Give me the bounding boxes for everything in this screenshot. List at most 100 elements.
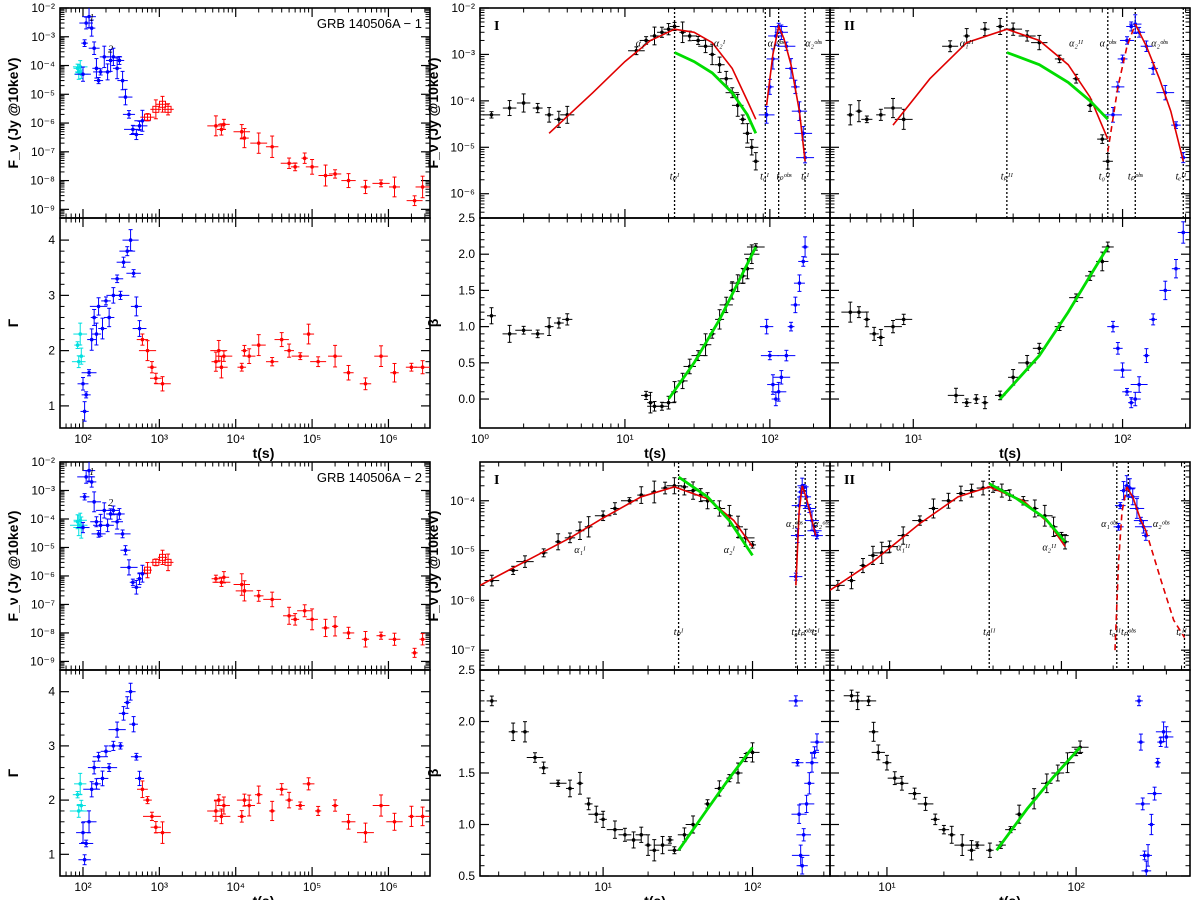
data-point [121, 711, 126, 716]
x-tick-label: 10² [74, 432, 91, 446]
annotation: t₀ᴵ [791, 627, 800, 638]
data-point [82, 41, 87, 45]
axes-frame [829, 217, 1191, 429]
data-point [798, 853, 803, 858]
data-point [87, 370, 91, 375]
data-point [797, 812, 801, 816]
data-point [682, 833, 687, 837]
x-axis-label: t(s) [999, 893, 1021, 900]
annotation: tₑᴵ [801, 172, 809, 183]
data-point [644, 38, 648, 43]
data-point [214, 124, 218, 128]
data-point [412, 651, 417, 655]
data-point [145, 348, 150, 353]
data-point [128, 238, 133, 242]
data-point [346, 178, 351, 183]
data-point [333, 803, 337, 808]
plot-panel-B2-1 [829, 217, 1191, 429]
data-point [160, 830, 165, 835]
plot-panel-A2 [59, 217, 431, 429]
x-tick-label: 10¹ [616, 432, 633, 446]
data-point [660, 404, 664, 409]
data-point [306, 782, 311, 786]
y-tick-label: 10⁻⁵ [30, 540, 55, 554]
data-point [222, 122, 226, 127]
data-point [75, 343, 80, 347]
data-point [102, 55, 107, 59]
data-point [660, 30, 664, 35]
annotation: α₁ᴵ [574, 545, 586, 556]
data-point [140, 337, 145, 342]
data-point [140, 787, 145, 792]
data-point [392, 819, 397, 824]
annotation: α₁ᴵᴵ [960, 38, 974, 49]
data-point [1144, 869, 1149, 873]
data-point [293, 165, 297, 169]
data-point [710, 52, 714, 57]
data-point [871, 730, 876, 734]
data-point [302, 156, 307, 160]
data-point [159, 553, 167, 561]
data-point [306, 332, 311, 336]
y-tick-label: 10⁻⁶ [450, 187, 475, 201]
data-point [793, 303, 798, 307]
data-point [666, 400, 671, 405]
annotation: tₚᵒᵇˢ [798, 627, 814, 638]
data-point [801, 259, 806, 264]
data-point [849, 578, 854, 583]
data-point [242, 348, 247, 353]
data-point [983, 27, 987, 31]
y-tick-label: 0.0 [458, 392, 475, 406]
data-point [115, 727, 119, 732]
x-tick-label: 10¹ [905, 432, 922, 446]
data-point [346, 631, 351, 635]
annotation: t₀ᴵᴵ [1099, 172, 1111, 183]
data-point [849, 693, 854, 698]
data-point [100, 326, 105, 331]
data-point [975, 843, 979, 847]
data-point [98, 70, 103, 74]
data-point [601, 817, 605, 822]
data-point [219, 814, 224, 819]
data-point [131, 580, 135, 585]
y-tick-label: 10⁻³ [31, 30, 55, 44]
data-point [164, 558, 172, 566]
data-point [293, 617, 297, 622]
y-axis-label: F_ν (Jy @10keV) [425, 511, 441, 622]
data-point [87, 819, 91, 824]
data-point [644, 393, 648, 398]
x-tick-label: 10¹ [594, 880, 611, 894]
data-point [810, 760, 814, 765]
data-point [111, 55, 116, 59]
data-point [310, 165, 314, 169]
data-point [134, 754, 139, 759]
data-point [1017, 812, 1021, 816]
data-point [639, 833, 644, 837]
y-tick-label: 10⁻⁴ [450, 94, 475, 108]
data-point [736, 771, 740, 775]
annotation: t₀ᴵᴵ [1109, 627, 1121, 638]
data-point [379, 633, 383, 638]
data-point [666, 27, 671, 31]
data-point [1161, 730, 1166, 734]
data-point [379, 354, 383, 358]
data-point [287, 161, 291, 166]
data-point [118, 744, 123, 748]
y-tick-label: 2 [48, 344, 55, 358]
data-point [137, 776, 142, 781]
red-fit-curve [892, 28, 1109, 140]
data-point [1129, 24, 1134, 29]
panel-label: I [494, 473, 499, 488]
data-point [82, 409, 87, 414]
data-point [705, 802, 710, 806]
red-fit-curve [1126, 486, 1147, 532]
data-point [94, 519, 99, 524]
data-point [946, 498, 951, 503]
data-point [652, 34, 657, 38]
data-point [983, 400, 987, 405]
y-tick-label: 10⁻³ [31, 483, 55, 497]
data-point [1037, 346, 1042, 351]
data-point [687, 34, 692, 38]
data-point [771, 382, 775, 387]
data-point [865, 117, 869, 122]
